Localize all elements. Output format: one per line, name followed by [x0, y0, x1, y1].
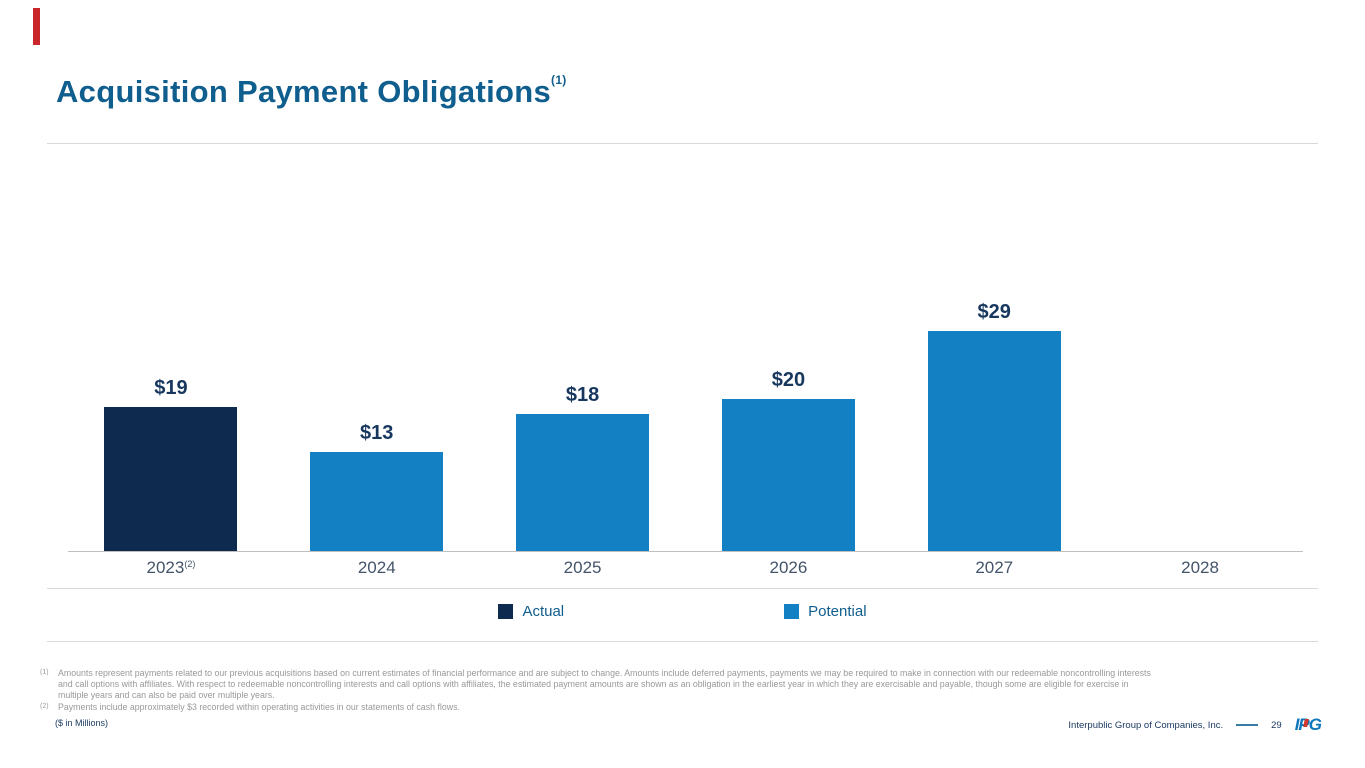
footnote-1-text: Amounts represent payments related to ou… — [58, 668, 1151, 700]
x-axis-labels: 2023(2) 2024 2025 2026 2027 2028 — [68, 558, 1303, 578]
footnote-2: (2) Payments include approximately $3 re… — [40, 702, 1155, 713]
divider-top — [47, 143, 1318, 144]
x-axis-label-2026: 2026 — [769, 558, 808, 577]
footer-divider-line — [1236, 724, 1259, 726]
footnote-2-text: Payments include approximately $3 record… — [58, 702, 460, 712]
footnote-2-marker: (2) — [40, 703, 49, 710]
x-axis-label-2028: 2028 — [1181, 558, 1219, 577]
bar-2025 — [516, 414, 650, 551]
legend-label-actual: Actual — [522, 603, 565, 620]
page-title: Acquisition Payment Obligations(1) — [56, 73, 567, 110]
bar-column-2026: $20 — [685, 369, 891, 551]
legend-item-actual: Actual — [498, 603, 564, 620]
bar-2024 — [310, 452, 444, 551]
page-number: 29 — [1271, 719, 1282, 731]
bar-chart-plot: $19 $13 $18 $20 $29 — [68, 296, 1303, 551]
page-title-footnote-ref: (1) — [551, 72, 567, 87]
chart-legend: Actual Potential — [0, 603, 1365, 620]
bar-value-label-2026: $20 — [771, 369, 806, 391]
bar-2023 — [104, 407, 238, 551]
divider-above-legend — [47, 588, 1318, 589]
bar-column-2027: $29 — [891, 301, 1097, 551]
legend-swatch-potential — [784, 604, 800, 619]
bar-column-2025: $18 — [480, 384, 686, 551]
footnote-1: (1) Amounts represent payments related t… — [40, 668, 1155, 701]
x-axis-line — [68, 551, 1303, 552]
bar-column-2024: $13 — [274, 422, 480, 551]
page-title-text: Acquisition Payment Obligations — [56, 73, 552, 109]
footnote-1-marker: (1) — [40, 669, 49, 676]
bar-value-label-2025: $18 — [565, 384, 600, 406]
footer: Interpublic Group of Companies, Inc. 29 … — [1068, 715, 1322, 735]
x-axis-label-2024: 2024 — [357, 558, 396, 577]
ipg-logo: IPG — [1294, 715, 1322, 735]
bar-value-label-2024: $13 — [360, 422, 394, 444]
legend-swatch-actual — [498, 604, 514, 619]
bar-value-label-2027: $29 — [977, 301, 1011, 323]
legend-item-potential: Potential — [784, 603, 867, 620]
bar-column-2023: $19 — [68, 377, 274, 551]
bar-2027 — [927, 331, 1061, 551]
units-note: ($ in Millions) — [55, 718, 109, 728]
bar-value-label-2023: $19 — [154, 377, 188, 399]
divider-below-legend — [47, 641, 1318, 642]
x-axis-label-2023: 2023(2) — [146, 558, 196, 577]
ipg-logo-text: IPG — [1294, 715, 1322, 734]
bar-2026 — [721, 399, 855, 551]
red-accent-bar — [33, 8, 40, 45]
company-name: Interpublic Group of Companies, Inc. — [1068, 719, 1224, 731]
legend-label-potential: Potential — [808, 603, 867, 620]
footnotes: (1) Amounts represent payments related t… — [40, 668, 1155, 714]
x-axis-label-2027: 2027 — [975, 558, 1014, 577]
x-axis-label-2025: 2025 — [563, 558, 602, 577]
